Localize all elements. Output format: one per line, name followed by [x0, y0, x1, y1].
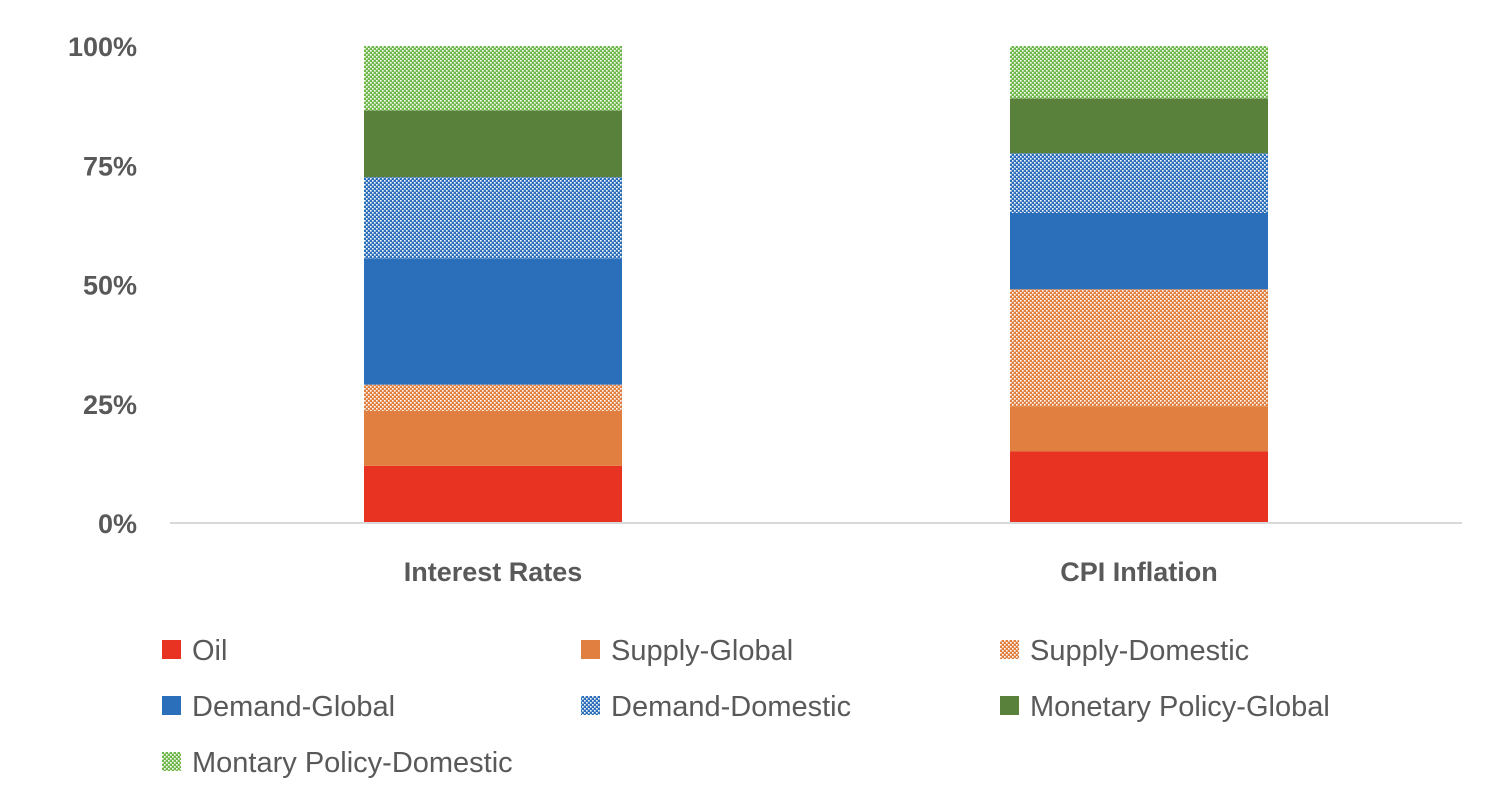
- bar-interest-rates-oil: [364, 465, 622, 523]
- bar-cpi-inflation-oil: [1010, 451, 1268, 523]
- y-axis-ticks: 0% 25% 50% 75% 100%: [68, 32, 137, 539]
- legend-swatch-demand-global: [162, 696, 181, 715]
- legend-swatch-demand-domestic: [581, 696, 600, 715]
- bar-interest-rates-supply-domestic: [364, 384, 622, 411]
- legend-label-supply-global: Supply-Global: [611, 635, 793, 667]
- legend-swatch-supply-global: [581, 640, 600, 659]
- legend-swatch-montary-policy-domestic: [162, 752, 181, 771]
- bar-interest-rates-montary-policy-domestic: [364, 46, 622, 111]
- y-tick-label-3: 75%: [83, 151, 137, 181]
- y-tick-label-0: 0%: [98, 509, 137, 539]
- legend-label-monetary-policy-global: Monetary Policy-Global: [1030, 691, 1330, 723]
- legend-label-supply-domestic: Supply-Domestic: [1030, 635, 1249, 667]
- bar-interest-rates-supply-global: [364, 410, 622, 466]
- legend-label-demand-global: Demand-Global: [192, 691, 395, 723]
- bar-cpi-inflation-monetary-policy-global: [1010, 98, 1268, 154]
- legend-swatch-monetary-policy-global: [1000, 696, 1019, 715]
- legend-item-monetary-policy-global: Monetary Policy-Global: [1000, 691, 1330, 723]
- legend-item-montary-policy-domestic: Montary Policy-Domestic: [162, 747, 513, 779]
- bar-interest-rates-demand-global: [364, 258, 622, 385]
- legend-swatch-oil: [162, 640, 181, 659]
- bar-interest-rates-demand-domestic: [364, 177, 622, 259]
- legend-item-demand-global: Demand-Global: [162, 691, 395, 723]
- legend-swatch-supply-domestic: [1000, 640, 1019, 659]
- bars-layer: [364, 46, 1268, 523]
- legend-label-montary-policy-domestic: Montary Policy-Domestic: [192, 747, 513, 779]
- bar-interest-rates-monetary-policy-global: [364, 110, 622, 178]
- legend-label-oil: Oil: [192, 635, 227, 667]
- x-axis-categories: Interest Rates CPI Inflation: [404, 557, 1218, 587]
- bar-cpi-inflation-demand-global: [1010, 212, 1268, 290]
- legend-item-oil: Oil: [162, 635, 227, 667]
- x-tick-label-cpi-inflation: CPI Inflation: [1060, 557, 1218, 587]
- bar-cpi-inflation-supply-domestic: [1010, 289, 1268, 407]
- bar-cpi-inflation-demand-domestic: [1010, 153, 1268, 213]
- y-tick-label-2: 50%: [83, 271, 137, 301]
- legend-item-demand-domestic: Demand-Domestic: [581, 691, 851, 723]
- x-tick-label-interest-rates: Interest Rates: [404, 557, 583, 587]
- legend-item-supply-global: Supply-Global: [581, 635, 793, 667]
- y-tick-label-1: 25%: [83, 390, 137, 420]
- bar-cpi-inflation-supply-global: [1010, 406, 1268, 452]
- y-tick-label-4: 100%: [68, 32, 137, 62]
- bar-cpi-inflation-montary-policy-domestic: [1010, 46, 1268, 99]
- legend-item-supply-domestic: Supply-Domestic: [1000, 635, 1249, 667]
- legend-label-demand-domestic: Demand-Domestic: [611, 691, 851, 723]
- legend: Oil Supply-Global Supply-Domestic Demand-Gl…: [162, 635, 1330, 779]
